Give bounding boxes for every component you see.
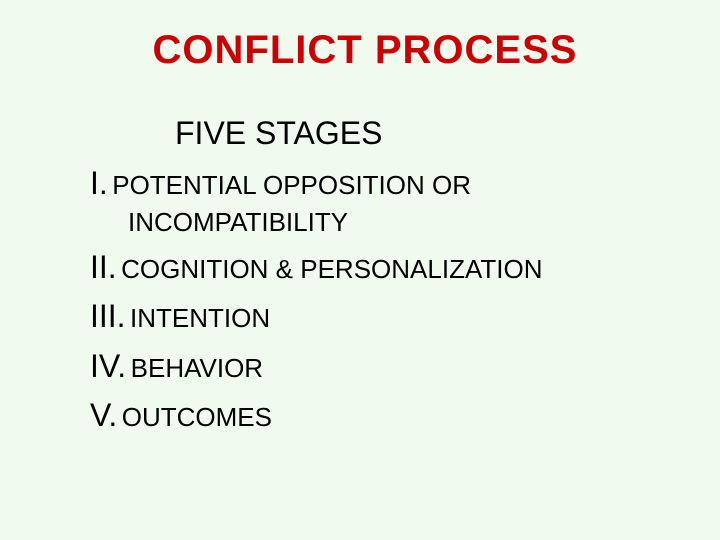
stage-item: IV. BEHAVIOR	[90, 345, 660, 388]
stage-item: II. COGNITION & PERSONALIZATION	[90, 246, 660, 289]
stage-numeral: I.	[90, 165, 108, 201]
stages-list: I. POTENTIAL OPPOSITION OR INCOMPATIBILI…	[90, 162, 660, 437]
stage-numeral: III.	[90, 298, 126, 334]
stage-text: POTENTIAL OPPOSITION OR	[112, 170, 471, 200]
stage-numeral: IV.	[90, 348, 126, 384]
slide: CONFLICT PROCESS FIVE STAGES I. POTENTIA…	[0, 0, 720, 540]
stage-text: OUTCOMES	[122, 402, 272, 432]
stage-item: III. INTENTION	[90, 295, 660, 338]
stage-text: INTENTION	[130, 303, 270, 333]
stage-item: I. POTENTIAL OPPOSITION OR INCOMPATIBILI…	[90, 162, 660, 240]
stage-numeral: II.	[90, 249, 117, 285]
stage-text: COGNITION & PERSONALIZATION	[121, 254, 542, 284]
stage-numeral: V.	[90, 397, 117, 433]
stage-text: BEHAVIOR	[131, 353, 263, 383]
slide-title: CONFLICT PROCESS	[90, 28, 660, 73]
stage-text-cont: INCOMPATIBILITY	[128, 205, 660, 240]
slide-subtitle: FIVE STAGES	[175, 115, 660, 152]
stage-item: V. OUTCOMES	[90, 394, 660, 437]
